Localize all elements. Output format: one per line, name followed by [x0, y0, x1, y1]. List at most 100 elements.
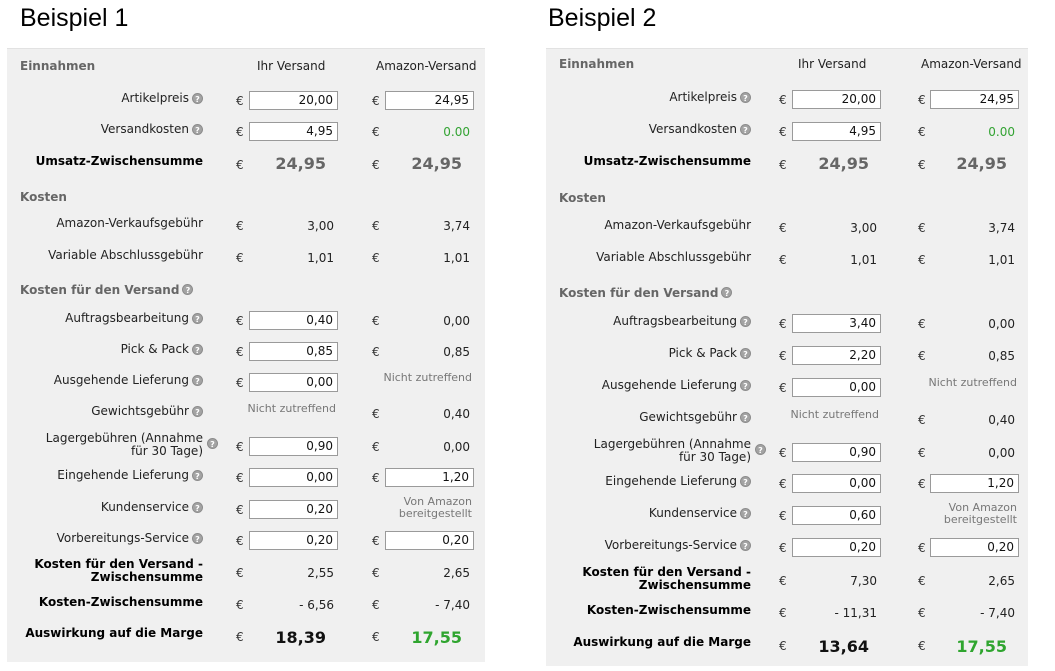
ihr-kundenservice-input[interactable]: 0,60 [792, 506, 881, 525]
currency-symbol: € [779, 317, 787, 331]
help-circle-icon[interactable]: ? [740, 412, 751, 423]
help-circle-icon[interactable]: ? [740, 508, 751, 519]
ihr-artikelpreis-input[interactable]: 20,00 [249, 91, 338, 110]
section-versand-kosten: Kosten für den Versand? [20, 283, 194, 297]
ihr-eingehend-input[interactable]: 0,00 [249, 468, 338, 487]
amazon-marge-value: 17,55 [411, 628, 462, 647]
label-text: Artikelpreis [669, 90, 737, 104]
row-eingehend: Eingehende Lieferung? €0,00 €1,20 [546, 473, 1028, 497]
currency-symbol: € [918, 574, 926, 588]
row-artikelpreis: Artikelpreis? €20,00 €24,95 [546, 89, 1028, 113]
ihr-kundenservice-input[interactable]: 0,20 [249, 500, 338, 519]
row-auftrag: Auftragsbearbeitung? €0,40 €0,00 [7, 310, 485, 334]
label-lager: Lagergebühren (Annahme für 30 Tage)? [491, 437, 766, 464]
amazon-eingehend-input[interactable]: 1,20 [930, 474, 1019, 493]
ihr-auftrag-input[interactable]: 3,40 [792, 314, 881, 333]
help-circle-icon[interactable]: ? [192, 313, 203, 324]
ihr-lager-input[interactable]: 0,90 [249, 437, 338, 456]
ihr-umsatz-value: 24,95 [275, 154, 326, 173]
label-abschlussgebuehr: Variable Abschlussgebühr [491, 251, 751, 264]
ihr-lager-input[interactable]: 0,90 [792, 443, 881, 462]
help-circle-icon[interactable]: ? [740, 92, 751, 103]
help-circle-icon[interactable]: ? [192, 406, 203, 417]
amazon-umsatz-value: 24,95 [956, 154, 1007, 173]
currency-symbol: € [372, 534, 380, 548]
label-text: Versandkosten [100, 122, 189, 136]
amazon-artikelpreis-input[interactable]: 24,95 [385, 91, 474, 110]
column-header-ihr-versand: Ihr Versand [798, 57, 867, 71]
currency-symbol: € [779, 125, 787, 139]
currency-symbol: € [236, 345, 244, 359]
help-circle-icon[interactable]: ? [755, 444, 766, 455]
help-circle-icon[interactable]: ? [192, 470, 203, 481]
label-gewicht: Gewichtsgebühr? [0, 405, 203, 418]
help-circle-icon[interactable]: ? [740, 540, 751, 551]
row-auftrag: Auftragsbearbeitung? €3,40 €0,00 [546, 313, 1028, 337]
label-text: Gewichtsgebühr [91, 404, 189, 418]
label-auftrag: Auftragsbearbeitung? [0, 312, 203, 325]
row-gewicht: Gewichtsgebühr? Nicht zutreffend €0,40 [546, 409, 1028, 433]
ihr-pick-input[interactable]: 0,85 [249, 342, 338, 361]
row-versandkosten: Versandkosten? €4,95 €0.00 [546, 121, 1028, 145]
help-circle-icon[interactable]: ? [182, 284, 194, 295]
help-circle-icon[interactable]: ? [192, 375, 203, 386]
amazon-kundenservice-provided-by-amazon: Von Amazon bereitgestellt [907, 502, 1017, 526]
help-circle-icon[interactable]: ? [192, 502, 203, 513]
ihr-marge-value: 18,39 [275, 628, 326, 647]
label-text: Variable Abschlussgebühr [596, 250, 751, 264]
label-marge: Auswirkung auf die Marge [0, 627, 203, 640]
currency-symbol: € [779, 253, 787, 267]
row-kosten-zwischensumme: Kosten-Zwischensumme € - 6,56 € - 7,40 [7, 594, 485, 618]
currency-symbol: € [918, 253, 926, 267]
label-text: Kosten-Zwischensumme [586, 603, 751, 617]
label-gewicht: Gewichtsgebühr? [491, 411, 751, 424]
help-circle-icon[interactable]: ? [740, 348, 751, 359]
label-artikelpreis: Artikelpreis? [0, 92, 203, 105]
currency-symbol: € [779, 606, 787, 620]
label-text: Versandkosten [648, 122, 737, 136]
ihr-vorbereitung-input[interactable]: 0,20 [792, 538, 881, 557]
ihr-ausgehend-input[interactable]: 0,00 [792, 378, 881, 397]
help-circle-icon[interactable]: ? [192, 93, 203, 104]
label-text: Amazon-Verkaufsgebühr [56, 216, 203, 230]
label-text: Auftragsbearbeitung [613, 314, 737, 328]
ihr-ausgehend-input[interactable]: 0,00 [249, 373, 338, 392]
label-text: Kundenservice [648, 506, 737, 520]
ihr-versandkosten-input[interactable]: 4,95 [792, 122, 881, 141]
help-circle-icon[interactable]: ? [207, 438, 218, 449]
help-circle-icon[interactable]: ? [740, 124, 751, 135]
help-circle-icon[interactable]: ? [192, 344, 203, 355]
ihr-versandkosten-input[interactable]: 4,95 [249, 122, 338, 141]
label-abschlussgebuehr: Variable Abschlussgebühr [0, 249, 203, 262]
amazon-eingehend-input[interactable]: 1,20 [385, 468, 474, 487]
label-kundenservice: Kundenservice? [0, 501, 203, 514]
ihr-vorbereitung-input[interactable]: 0,20 [249, 531, 338, 550]
help-circle-icon[interactable]: ? [192, 124, 203, 135]
help-circle-icon[interactable]: ? [740, 316, 751, 327]
help-circle-icon[interactable]: ? [721, 287, 733, 298]
amazon-pick-value: 0,85 [443, 345, 470, 359]
currency-symbol: € [372, 158, 380, 172]
ihr-pick-input[interactable]: 2,20 [792, 346, 881, 365]
ihr-artikelpreis-input[interactable]: 20,00 [792, 90, 881, 109]
amazon-verkaufsgebuehr-value: 3,74 [443, 219, 470, 233]
label-marge: Auswirkung auf die Marge [491, 636, 751, 649]
na-line: Von Amazon [403, 495, 472, 508]
amazon-vorbereitung-input[interactable]: 0,20 [930, 538, 1019, 557]
help-circle-icon[interactable]: ? [740, 380, 751, 391]
ihr-auftrag-input[interactable]: 0,40 [249, 311, 338, 330]
label-text: Variable Abschlussgebühr [48, 248, 203, 262]
amazon-kundenservice-provided-by-amazon: Von Amazon bereitgestellt [362, 496, 472, 520]
amazon-gewicht-value: 0,40 [988, 413, 1015, 427]
help-circle-icon[interactable]: ? [740, 476, 751, 487]
amazon-vorbereitung-input[interactable]: 0,20 [385, 531, 474, 550]
currency-symbol: € [779, 639, 787, 653]
label-text: Eingehende Lieferung [605, 474, 737, 488]
help-circle-icon[interactable]: ? [192, 533, 203, 544]
label-line: Lagergebühren (Annahme [593, 437, 751, 451]
section-einnahmen: Einnahmen [20, 59, 96, 73]
amazon-artikelpreis-input[interactable]: 24,95 [930, 90, 1019, 109]
row-versand-kosten: Kosten für den Versand? [7, 278, 485, 302]
ihr-eingehend-input[interactable]: 0,00 [792, 474, 881, 493]
label-vorbereitung: Vorbereitungs-Service? [0, 532, 203, 545]
